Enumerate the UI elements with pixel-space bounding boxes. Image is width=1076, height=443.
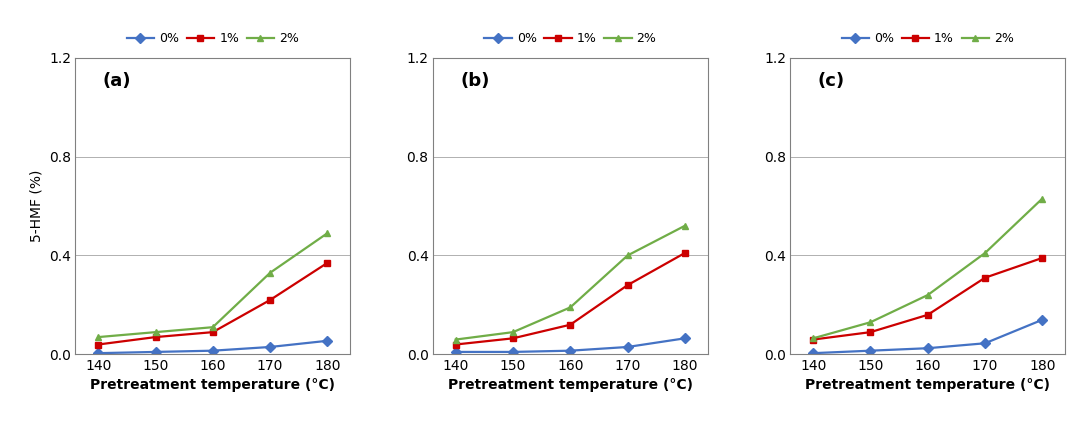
0% (807, 350, 820, 356)
1% (978, 275, 991, 280)
Line: 2%: 2% (810, 195, 1046, 342)
Legend: 0%, 1%, 2%: 0%, 1%, 2% (127, 32, 299, 45)
2% (564, 305, 577, 310)
2% (678, 223, 691, 229)
1% (91, 342, 104, 347)
0% (507, 349, 520, 354)
2% (264, 270, 277, 276)
1% (807, 337, 820, 342)
1% (921, 312, 934, 318)
2% (321, 230, 334, 236)
Text: (b): (b) (461, 73, 490, 90)
0% (207, 348, 220, 354)
1% (321, 260, 334, 265)
0% (921, 346, 934, 351)
2% (978, 250, 991, 256)
0% (621, 344, 634, 350)
2% (1036, 196, 1049, 201)
2% (864, 319, 877, 325)
0% (1036, 317, 1049, 323)
0% (564, 348, 577, 354)
Line: 1%: 1% (95, 260, 330, 348)
X-axis label: Pretreatment temperature (°C): Pretreatment temperature (°C) (448, 378, 693, 392)
1% (507, 336, 520, 341)
Line: 2%: 2% (452, 222, 689, 343)
X-axis label: Pretreatment temperature (°C): Pretreatment temperature (°C) (805, 378, 1050, 392)
2% (621, 253, 634, 258)
1% (1036, 255, 1049, 260)
0% (264, 344, 277, 350)
Legend: 0%, 1%, 2%: 0%, 1%, 2% (841, 32, 1014, 45)
Line: 1%: 1% (452, 249, 689, 348)
0% (978, 341, 991, 346)
1% (207, 330, 220, 335)
1% (264, 297, 277, 303)
1% (864, 330, 877, 335)
0% (150, 349, 162, 354)
2% (150, 330, 162, 335)
Text: (c): (c) (818, 73, 845, 90)
Y-axis label: 5-HMF (%): 5-HMF (%) (30, 170, 44, 242)
0% (450, 349, 463, 354)
2% (807, 336, 820, 341)
1% (564, 322, 577, 327)
2% (507, 330, 520, 335)
0% (91, 350, 104, 356)
X-axis label: Pretreatment temperature (°C): Pretreatment temperature (°C) (90, 378, 336, 392)
0% (678, 336, 691, 341)
1% (678, 250, 691, 256)
Text: (a): (a) (103, 73, 131, 90)
2% (450, 337, 463, 342)
2% (91, 334, 104, 340)
Line: 2%: 2% (95, 230, 330, 341)
0% (864, 348, 877, 354)
Legend: 0%, 1%, 2%: 0%, 1%, 2% (484, 32, 656, 45)
2% (921, 292, 934, 298)
1% (150, 334, 162, 340)
1% (450, 342, 463, 347)
Line: 0%: 0% (810, 316, 1046, 357)
Line: 0%: 0% (452, 335, 689, 355)
2% (207, 325, 220, 330)
Line: 0%: 0% (95, 337, 330, 357)
0% (321, 338, 334, 343)
Line: 1%: 1% (810, 254, 1046, 343)
1% (621, 283, 634, 288)
